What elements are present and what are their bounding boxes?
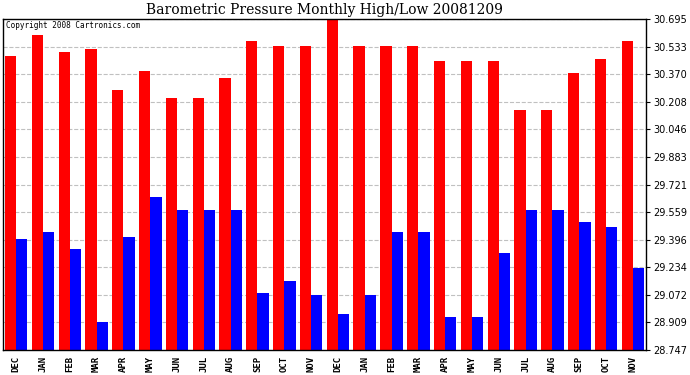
Bar (499, 253, 510, 350)
Bar (622, 40, 633, 350)
Bar (204, 210, 215, 350)
Bar (391, 232, 403, 350)
Bar (193, 98, 204, 350)
Text: Copyright 2008 Cartronics.com: Copyright 2008 Cartronics.com (6, 21, 140, 30)
Bar (380, 46, 391, 350)
Bar (488, 61, 499, 350)
Bar (461, 61, 472, 350)
Bar (86, 49, 97, 350)
Bar (166, 98, 177, 350)
Bar (445, 317, 457, 350)
Title: Barometric Pressure Monthly High/Low 20081209: Barometric Pressure Monthly High/Low 200… (146, 3, 503, 17)
Bar (311, 295, 322, 350)
Bar (284, 282, 295, 350)
Bar (434, 61, 445, 350)
Bar (514, 110, 526, 350)
Bar (219, 78, 230, 350)
Bar (246, 40, 257, 350)
Bar (541, 110, 553, 350)
Bar (338, 314, 349, 350)
Bar (553, 210, 564, 350)
Bar (112, 90, 124, 350)
Bar (43, 232, 55, 350)
Bar (418, 232, 430, 350)
Bar (139, 71, 150, 350)
Bar (70, 249, 81, 350)
Bar (633, 268, 644, 350)
Bar (407, 46, 418, 350)
Bar (177, 210, 188, 350)
Bar (300, 46, 311, 350)
Bar (59, 53, 70, 350)
Bar (230, 210, 242, 350)
Bar (365, 295, 376, 350)
Bar (32, 36, 43, 350)
Bar (5, 56, 16, 350)
Bar (150, 196, 161, 350)
Bar (326, 18, 338, 350)
Bar (606, 227, 618, 350)
Bar (16, 239, 28, 350)
Bar (353, 46, 365, 350)
Bar (257, 293, 269, 350)
Bar (526, 210, 537, 350)
Bar (568, 73, 579, 350)
Bar (273, 46, 284, 350)
Bar (579, 222, 591, 350)
Bar (124, 237, 135, 350)
Bar (595, 59, 606, 350)
Bar (472, 317, 483, 350)
Bar (97, 322, 108, 350)
